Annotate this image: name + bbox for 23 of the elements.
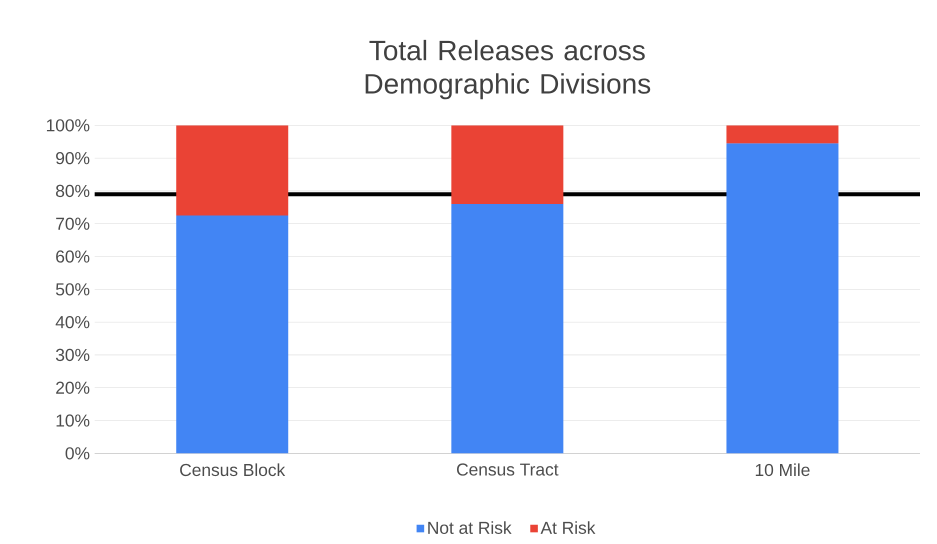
bar xyxy=(176,216,288,454)
bar xyxy=(726,143,838,454)
y-tick-label: 60% xyxy=(56,250,90,263)
x-tick-label: Census Block xyxy=(180,463,286,476)
bar xyxy=(176,125,288,216)
y-tick-label: 0% xyxy=(66,447,90,460)
y-tick-label: 90% xyxy=(56,152,90,164)
x-tick-label: 10 Mile xyxy=(756,463,810,476)
y-tick-label: 30% xyxy=(56,348,90,362)
chart-title: Total Releases across Demographic Divisions xyxy=(366,40,650,100)
legend-label: Not at Risk xyxy=(428,521,512,534)
y-tick-label: 20% xyxy=(56,382,90,394)
legend-label: At Risk xyxy=(540,521,596,534)
y-tick-label: 100% xyxy=(46,119,90,132)
bar xyxy=(451,204,564,454)
y-tick-label: 10% xyxy=(56,414,90,427)
y-tick-label: 70% xyxy=(56,218,90,230)
y-tick-label: 40% xyxy=(56,316,90,328)
bar xyxy=(726,125,838,144)
y-tick-label: 50% xyxy=(56,283,90,296)
y-tick-label: 80% xyxy=(56,184,90,198)
x-tick-label: Census Tract xyxy=(457,463,558,476)
bar xyxy=(451,125,564,204)
